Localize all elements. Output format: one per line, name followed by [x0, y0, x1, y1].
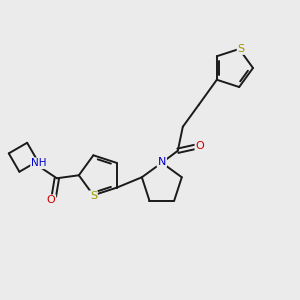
Text: N: N	[158, 156, 166, 166]
Text: NH: NH	[31, 158, 46, 168]
Text: O: O	[195, 141, 204, 151]
Text: S: S	[238, 44, 245, 54]
Text: N: N	[158, 157, 166, 167]
Text: O: O	[46, 195, 55, 205]
Text: S: S	[90, 191, 97, 201]
